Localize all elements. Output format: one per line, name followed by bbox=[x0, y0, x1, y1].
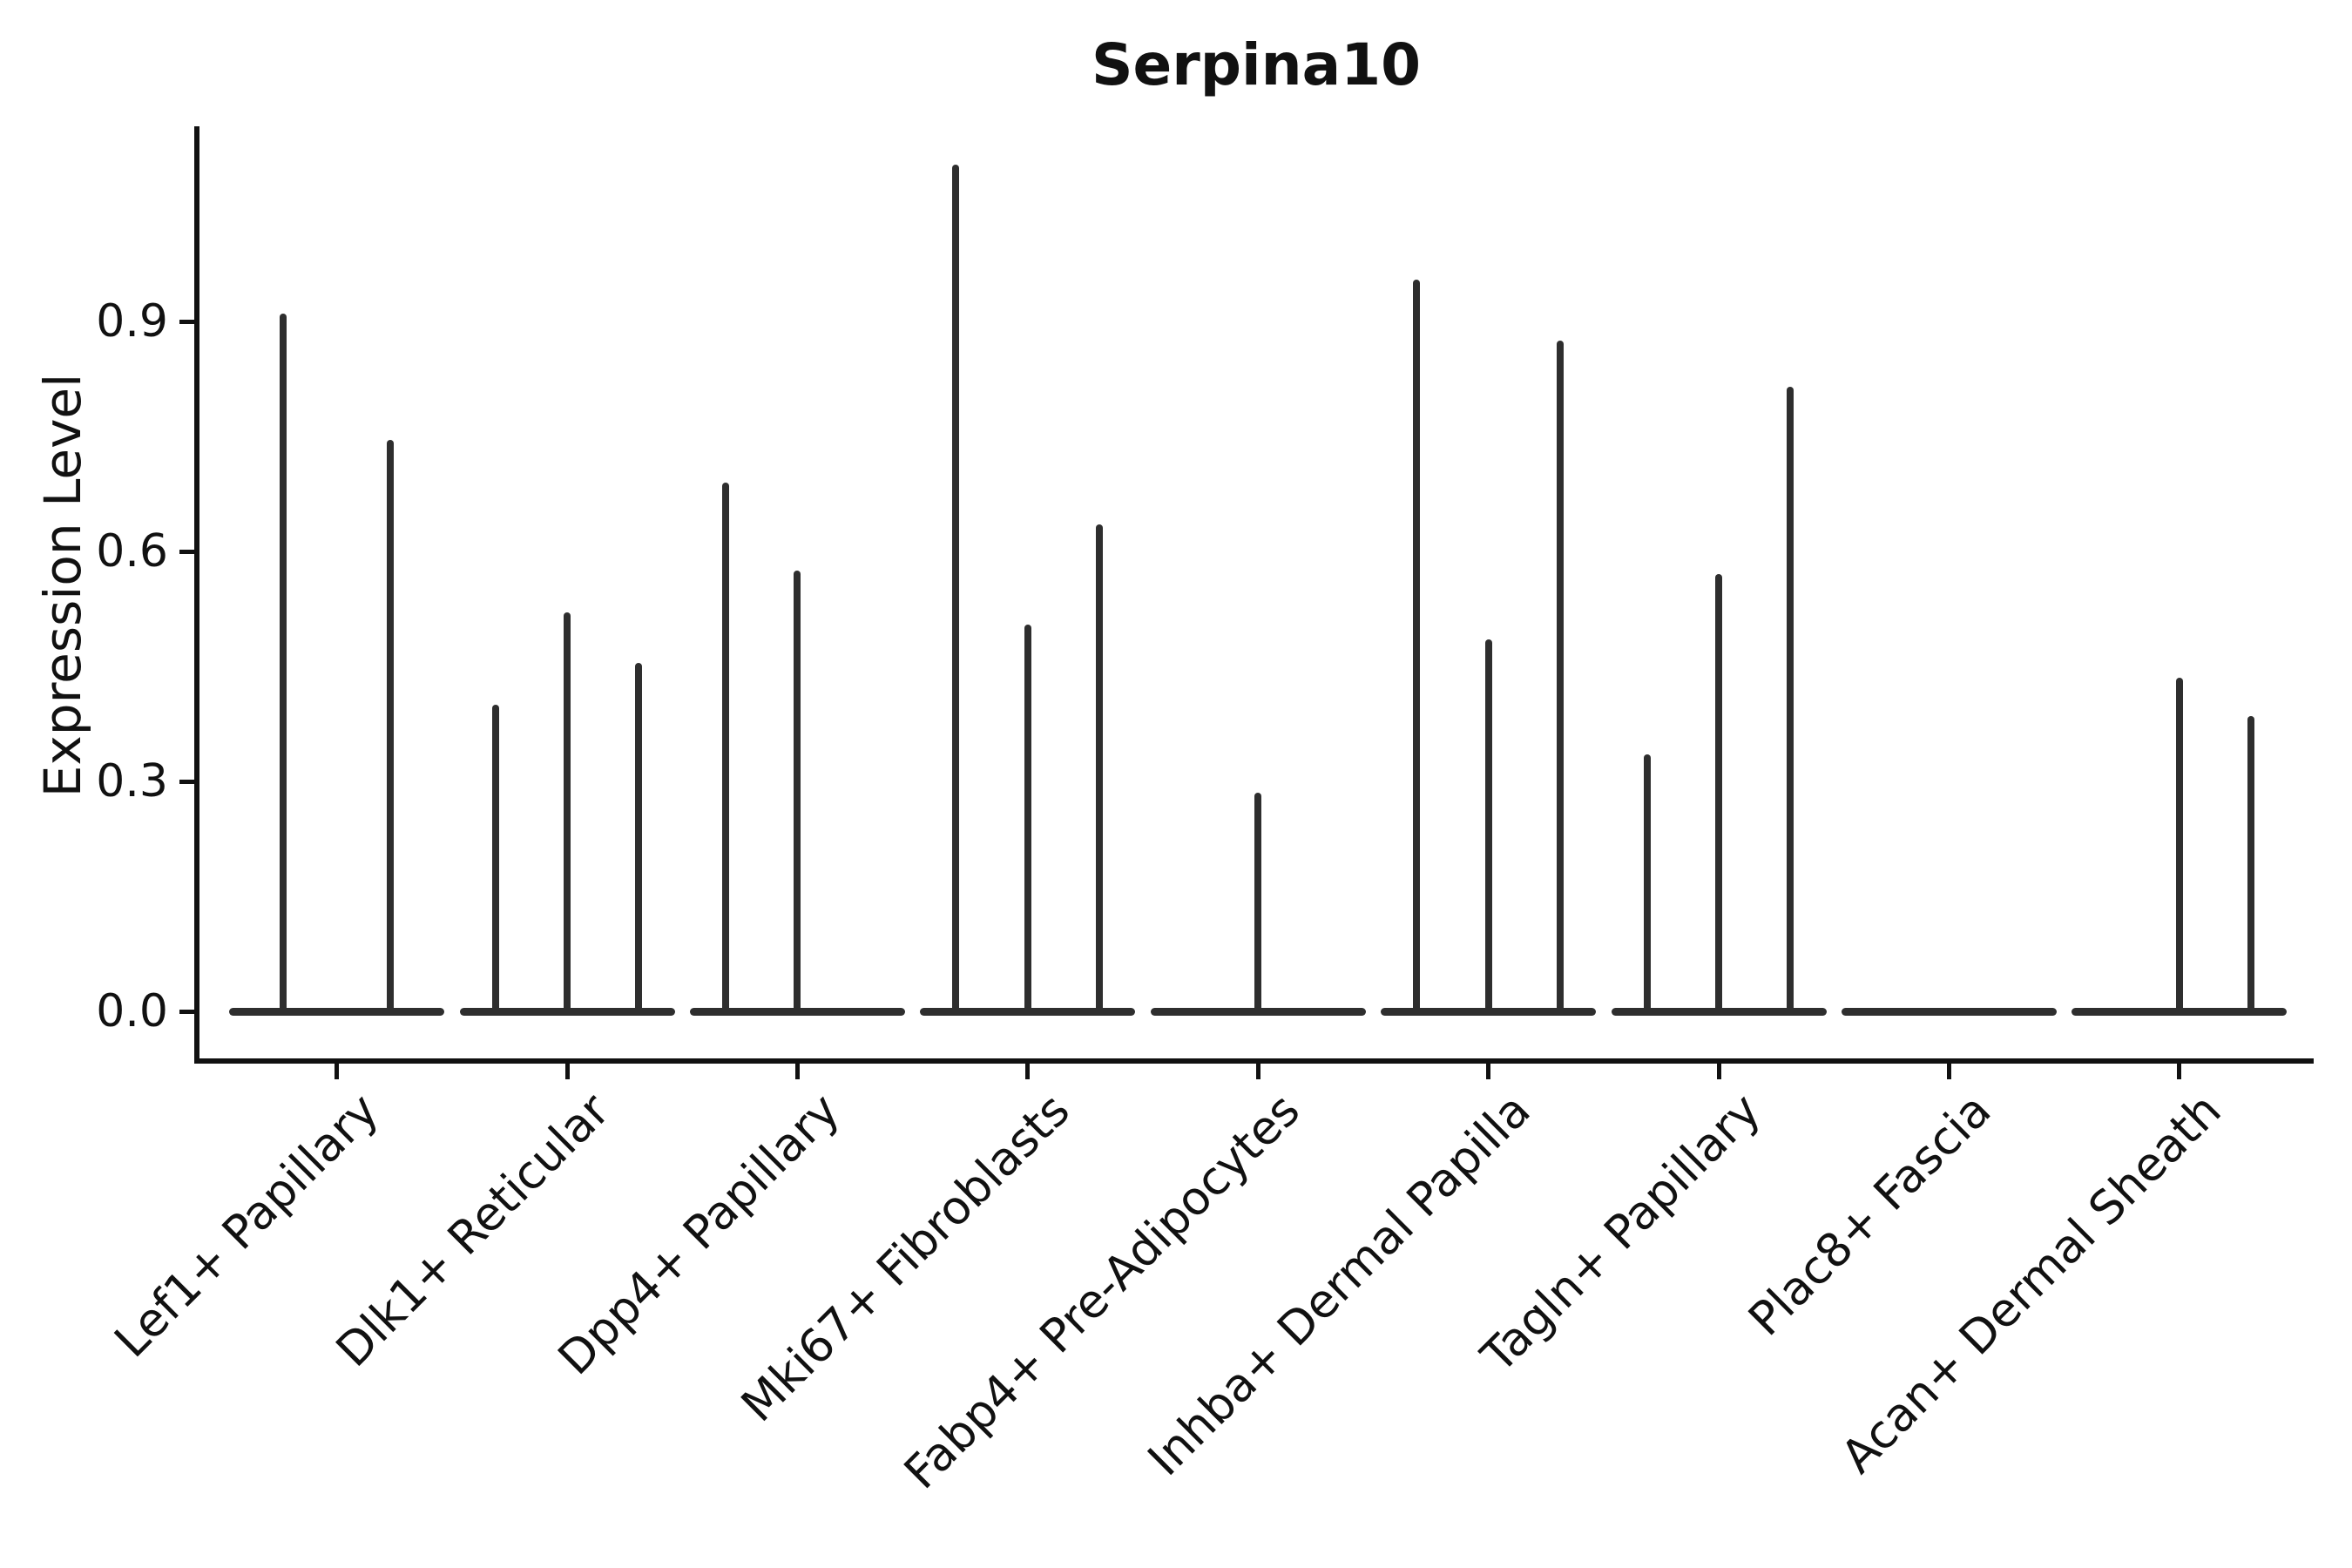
violin-spike bbox=[635, 662, 643, 1011]
violin-spike bbox=[1413, 279, 1421, 1011]
violin-spike bbox=[1643, 754, 1651, 1011]
x-tick bbox=[794, 1064, 800, 1079]
violin-base bbox=[689, 1007, 905, 1016]
violin-spike bbox=[279, 314, 287, 1011]
x-tick bbox=[1946, 1064, 1951, 1079]
violin-spike bbox=[1484, 639, 1492, 1011]
violin-spike bbox=[564, 612, 571, 1011]
violin-spike bbox=[1096, 524, 1104, 1011]
violin-spike bbox=[1024, 624, 1031, 1011]
y-tick-label: 0.6 bbox=[96, 525, 168, 578]
violin-spike bbox=[2175, 678, 2183, 1011]
violin-spike bbox=[952, 164, 960, 1011]
violin-base bbox=[2072, 1007, 2288, 1016]
x-tick bbox=[1025, 1064, 1031, 1079]
violin-spike bbox=[1715, 574, 1722, 1011]
x-tick bbox=[1255, 1064, 1260, 1079]
violin-base bbox=[459, 1007, 675, 1016]
violin-base bbox=[1381, 1007, 1597, 1016]
x-tick bbox=[335, 1064, 340, 1079]
violin-base bbox=[1150, 1007, 1366, 1016]
x-tick-label: Acan+ Dermal Sheath bbox=[1831, 1084, 2232, 1484]
y-tick bbox=[179, 779, 194, 784]
violin-spike bbox=[794, 571, 801, 1011]
violin-base bbox=[1611, 1007, 1827, 1016]
x-tick-label: Inhba+ Dermal Papilla bbox=[1138, 1084, 1541, 1487]
y-axis-label: Expression Level bbox=[33, 373, 92, 798]
violin-spike bbox=[722, 482, 730, 1011]
violin-base bbox=[1841, 1007, 2057, 1016]
x-tick-label: Plac8+ Fascia bbox=[1739, 1084, 2002, 1347]
y-tick-label: 0.9 bbox=[96, 295, 168, 348]
x-tick bbox=[1716, 1064, 1721, 1079]
violin-spike bbox=[1787, 386, 1794, 1011]
x-tick bbox=[2177, 1064, 2182, 1079]
violin-spike bbox=[1254, 793, 1262, 1011]
chart-title: Serpina10 bbox=[1091, 31, 1422, 98]
violin-spike bbox=[2247, 716, 2255, 1011]
x-axis-line bbox=[194, 1058, 2314, 1064]
x-tick bbox=[564, 1064, 570, 1079]
y-tick bbox=[179, 1009, 194, 1014]
violin-spike bbox=[387, 440, 395, 1011]
y-tick bbox=[179, 549, 194, 554]
y-axis-line bbox=[194, 126, 199, 1064]
violin-spike bbox=[1556, 341, 1564, 1011]
violin-base bbox=[229, 1007, 445, 1016]
violin-base bbox=[920, 1007, 1136, 1016]
x-tick bbox=[1486, 1064, 1491, 1079]
y-tick-label: 0.3 bbox=[96, 755, 168, 808]
violin-spike bbox=[491, 705, 499, 1011]
y-tick-label: 0.0 bbox=[96, 985, 168, 1037]
y-tick bbox=[179, 319, 194, 324]
x-tick-label: Fabp4+ Pre-Adipocytes bbox=[895, 1084, 1311, 1500]
